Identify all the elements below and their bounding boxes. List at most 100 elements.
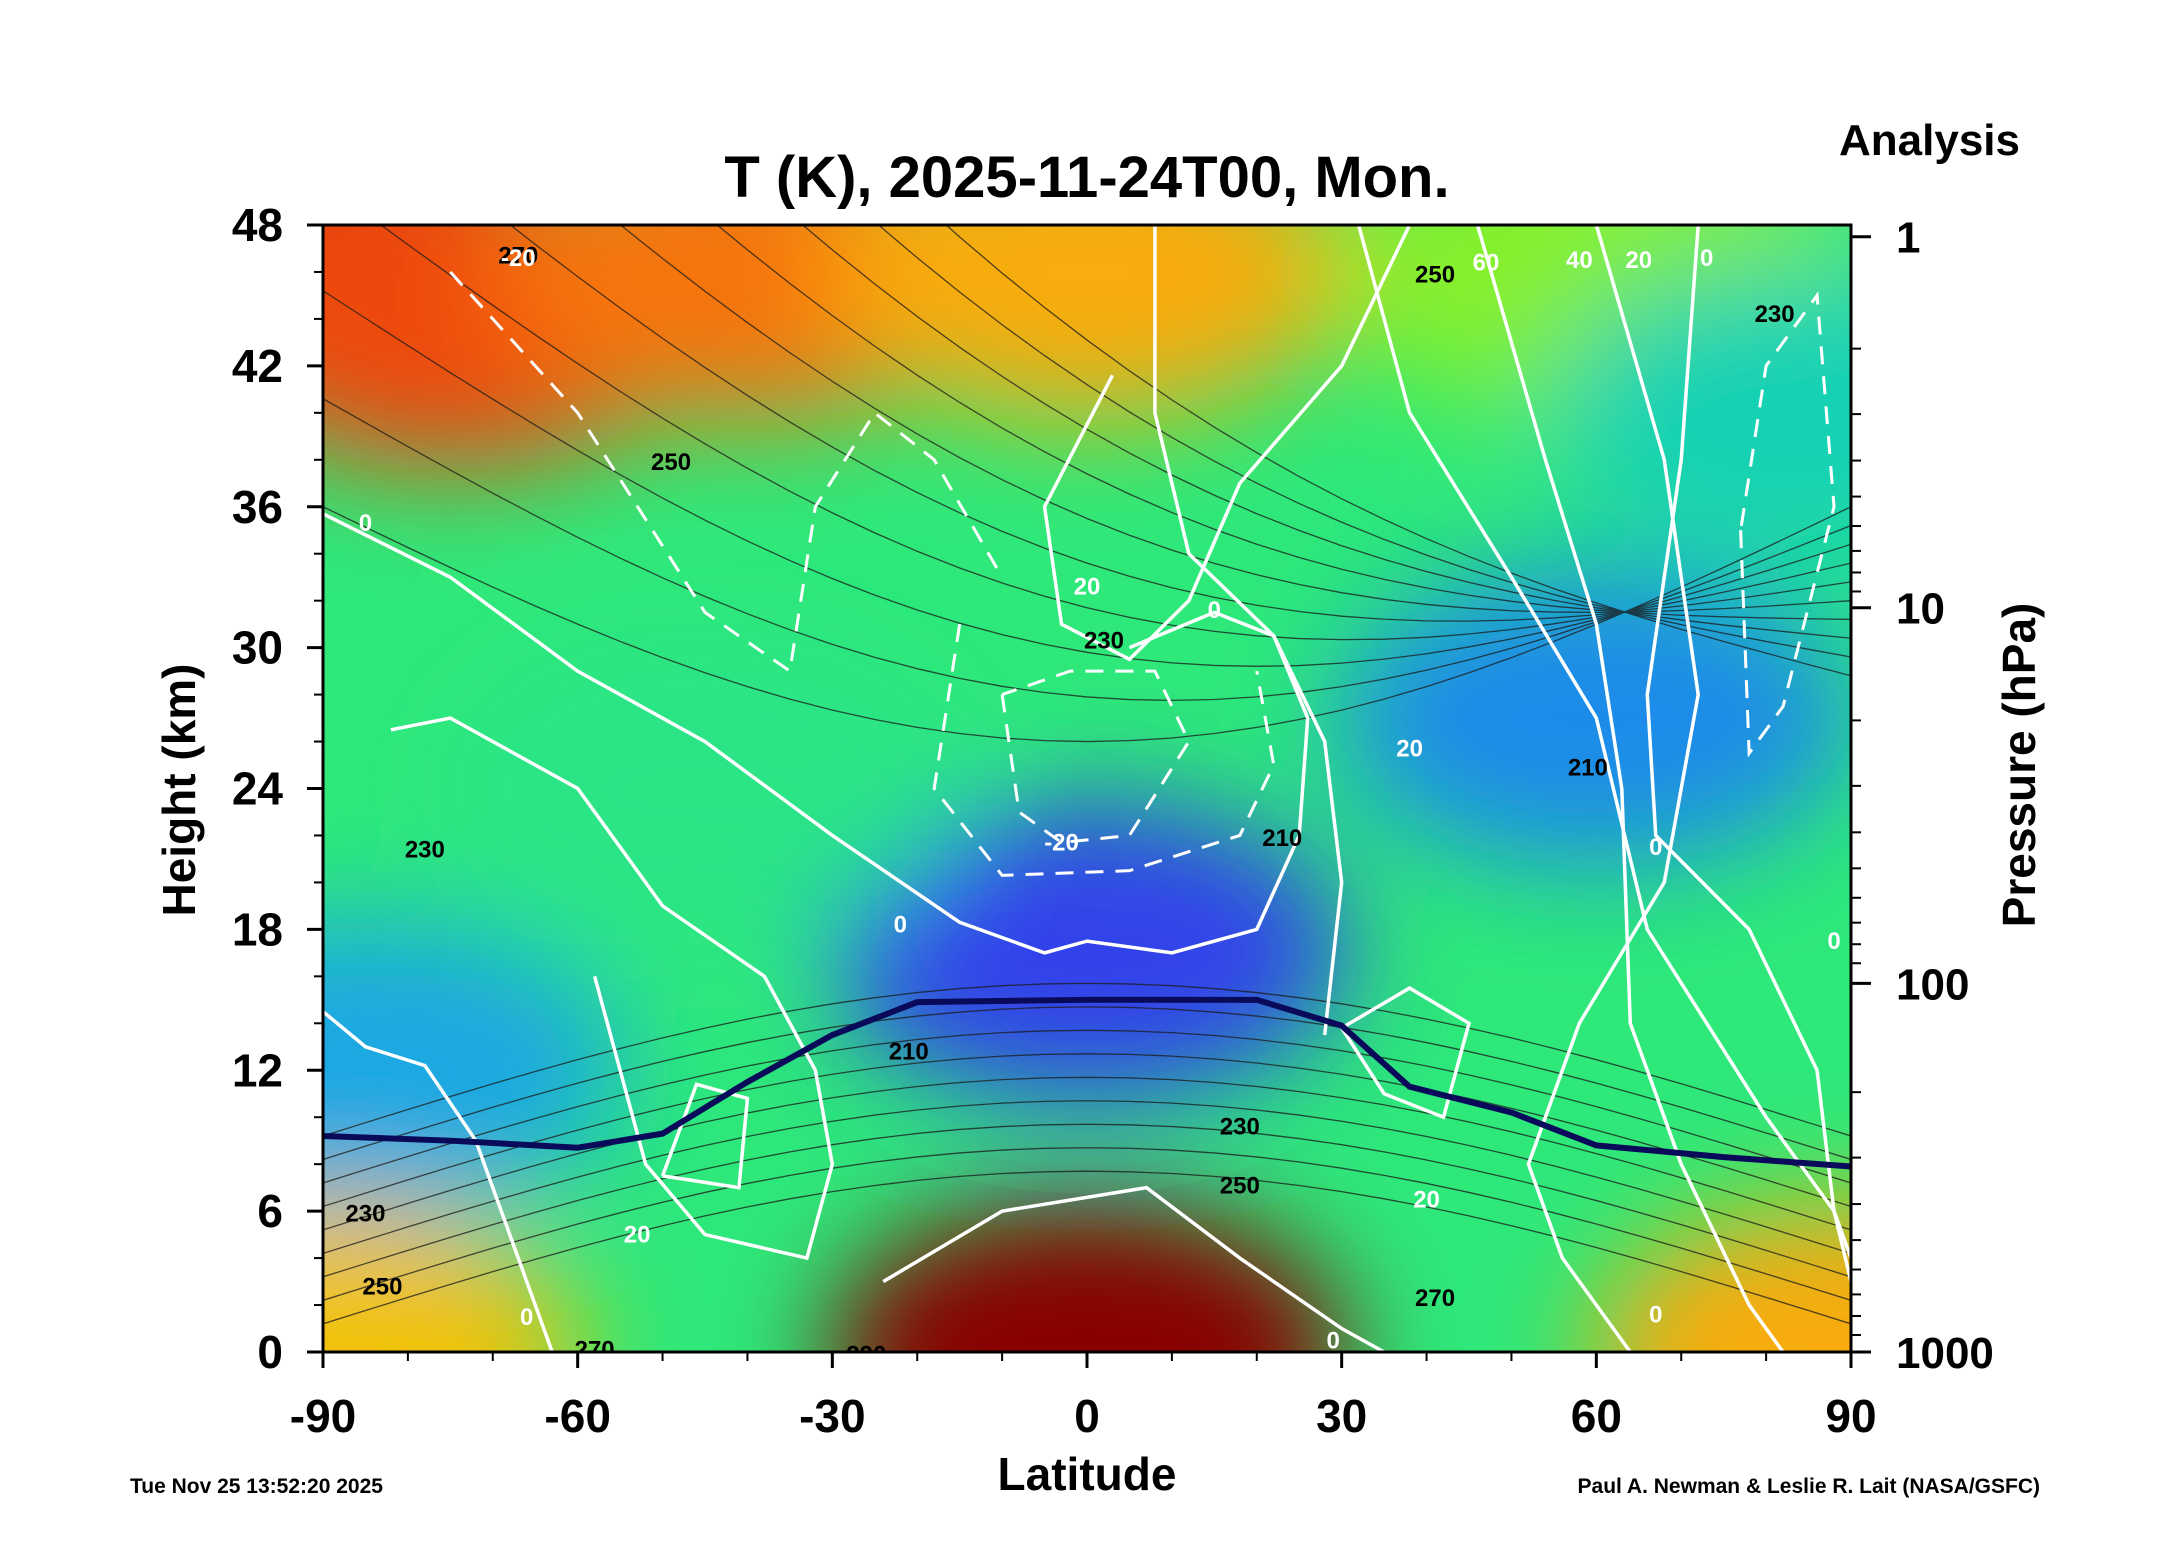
x-axis-title: Latitude: [998, 1448, 1177, 1500]
temperature-label-4: 230: [1755, 301, 1795, 328]
isotherm-lower-4: [323, 1076, 1851, 1231]
y-axis-title: Height (km): [153, 664, 205, 917]
isotherm-lower-2: [323, 1123, 1851, 1278]
y-tick-label-1: 6: [257, 1185, 283, 1237]
isotherm-lower-7: [323, 1006, 1851, 1161]
temperature-label-9: 230: [1220, 1114, 1260, 1141]
chart-title: T (K), 2025-11-24T00, Mon.: [724, 145, 1449, 210]
footer-credit: Paul A. Newman & Leslie R. Lait (NASA/GS…: [1578, 1475, 2040, 1498]
y-tick-label-6: 36: [232, 481, 283, 533]
isotherm-lower-6: [323, 1029, 1851, 1184]
isotherm-upper-3: [379, 225, 1851, 641]
wind-contour-10: [1340, 986, 1472, 1120]
temperature-sample-8: [445, 638, 965, 939]
y-tick-label-8: 48: [232, 199, 283, 251]
temperature-label-0: 270: [498, 243, 538, 270]
temperature-label-7: 230: [405, 837, 445, 864]
zonal-wind-contours: [323, 225, 1851, 1352]
wind-label-3: 0: [1208, 597, 1221, 624]
wind-contour-6: [1475, 225, 1785, 1352]
y-tick-label-3: 18: [232, 903, 283, 955]
x-tick-label-1: -60: [544, 1390, 610, 1442]
wind-contour-7: [1526, 225, 1700, 1352]
wind-label-6: 20: [1396, 736, 1423, 763]
y-axis-right-title: Pressure (hPa): [1993, 603, 2045, 928]
temperature-label-1: 250: [651, 449, 691, 476]
wind-label-14: 0: [520, 1304, 533, 1331]
temperature-label-11: 270: [1415, 1285, 1455, 1312]
y-tick-label-5: 30: [232, 622, 283, 674]
x-tick-label-4: 30: [1316, 1390, 1367, 1442]
footer-timestamp: Tue Nov 25 13:52:20 2025: [130, 1475, 383, 1498]
temperature-label-5: 210: [1262, 825, 1302, 852]
x-tick-label-6: 90: [1825, 1390, 1876, 1442]
isotherm-upper-5: [619, 225, 1851, 614]
wind-contour-labels: -20 0 20 0 -20 0 20 0 60 40 20 0 20 20 0 0 0 0: [359, 245, 1841, 1354]
wind-contour-negative-2: [932, 623, 1276, 877]
wind-label-2: 20: [1074, 574, 1101, 601]
wind-contour-negative-3: [1739, 291, 1836, 758]
temperature-label-10: 250: [1220, 1172, 1260, 1199]
temperature-label-15: 290: [846, 1341, 886, 1368]
wind-label-8: 60: [1473, 250, 1500, 277]
tropopause-line: [323, 996, 1851, 1170]
temperature-label-14: 270: [575, 1337, 615, 1364]
wind-label-13: 20: [624, 1222, 651, 1249]
wind-label-11: 0: [1700, 245, 1713, 272]
temperature-sample-7: [827, 802, 1347, 1103]
wind-label-1: 0: [359, 510, 372, 537]
y-tick-label-4: 24: [232, 763, 284, 815]
y-tick-label-2: 12: [232, 1044, 283, 1096]
isotherm-upper-9: [945, 225, 1851, 677]
x-tick-label-0: -90: [290, 1390, 356, 1442]
temperature-sample-6: [1336, 568, 1851, 869]
temperature-label-12: 230: [345, 1200, 385, 1227]
wind-contour-9: [882, 1185, 1385, 1352]
analysis-label: Analysis: [1839, 116, 2020, 165]
y-tick-label-0: 0: [257, 1326, 283, 1378]
wind-contour-8: [1645, 225, 1851, 1259]
pressure-tick-label-1: 100: [1896, 960, 1969, 1009]
isotherm-lower-3: [323, 1100, 1851, 1255]
isotherm-lower-8: [323, 982, 1851, 1137]
wind-contour-4: [1153, 225, 1344, 1036]
wind-contour-negative-0: [449, 270, 1004, 674]
wind-label-5: 0: [894, 912, 907, 939]
isotherm-upper-6: [716, 225, 1851, 621]
temperature-label-2: 230: [1084, 628, 1124, 655]
temperature-contour-labels: 270 250 230 250 230 210 210 230 210 230 250 270 230 2…: [345, 243, 1795, 1368]
isotherm-upper-4: [509, 225, 1851, 622]
wind-label-10: 20: [1625, 247, 1652, 274]
wind-contour-1: [323, 1010, 554, 1352]
wind-label-9: 40: [1566, 247, 1593, 274]
temperature-sample-9: [323, 920, 626, 1221]
wind-contour-3: [1042, 225, 1412, 662]
pressure-tick-label-2: 10: [1896, 585, 1945, 634]
isotherm-upper-7: [801, 225, 1851, 639]
isotherm-lower-5: [323, 1053, 1851, 1208]
temperature-label-8: 210: [889, 1038, 929, 1065]
y-axis-pressure: 1000 100 10 1: [1851, 214, 1994, 1378]
temperature-sample-3: [827, 225, 1347, 422]
wind-label-15: 0: [1326, 1327, 1339, 1354]
temperature-label-6: 210: [1568, 754, 1608, 781]
temperature-field: [323, 225, 1851, 1352]
x-tick-label-5: 60: [1571, 1390, 1622, 1442]
x-axis: -90 -60 -30 0 30 60 90: [290, 1352, 1877, 1442]
y-tick-label-7: 42: [232, 340, 283, 392]
wind-label-7: 0: [1649, 834, 1662, 861]
x-tick-label-2: -30: [799, 1390, 865, 1442]
wind-contour-negative-1: [1000, 669, 1191, 845]
temperature-label-13: 250: [362, 1273, 402, 1300]
temperature-sample-5: [1548, 262, 1851, 563]
y-axis-height: 0 6 12 18 24 30 36 42 48: [232, 199, 323, 1378]
isotherm-lower-1: [323, 1147, 1851, 1301]
temperature-sample-12: [1591, 1202, 1851, 1352]
isotherm-lower-0: [323, 1170, 1851, 1325]
x-tick-label-3: 0: [1074, 1390, 1100, 1442]
pressure-tick-label-3: 1: [1896, 214, 1920, 263]
wind-label-12: 20: [1413, 1186, 1440, 1213]
wind-label-16: 0: [1649, 1301, 1662, 1328]
wind-contour-2: [390, 716, 835, 1261]
